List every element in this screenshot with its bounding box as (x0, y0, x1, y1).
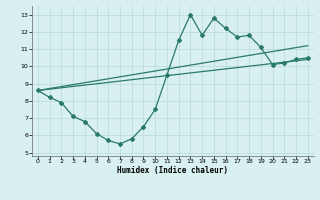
X-axis label: Humidex (Indice chaleur): Humidex (Indice chaleur) (117, 166, 228, 175)
